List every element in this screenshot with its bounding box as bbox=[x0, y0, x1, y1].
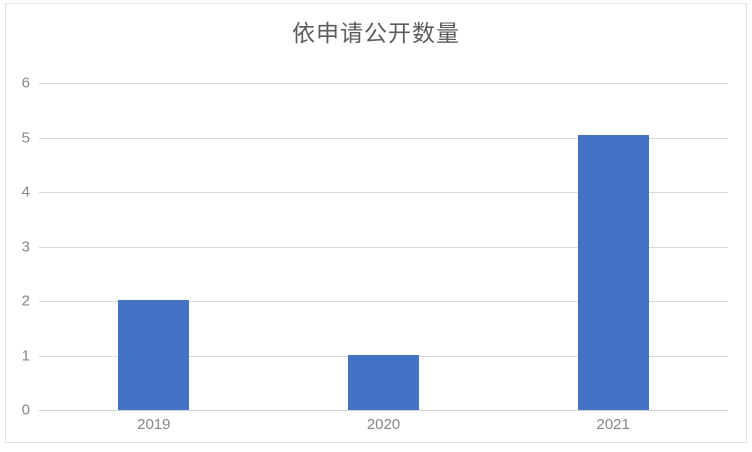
y-tick-label-3: 3 bbox=[21, 238, 30, 255]
bar-2019[interactable] bbox=[118, 300, 190, 410]
y-tick-label-1: 1 bbox=[21, 347, 30, 364]
bar-slot-2020 bbox=[269, 80, 499, 410]
gridline-4 bbox=[39, 192, 728, 193]
plot-area: 6 5 4 3 2 1 0 bbox=[22, 75, 728, 419]
x-tick-label-2019: 2019 bbox=[137, 416, 171, 433]
chart-title: 依申请公开数量 bbox=[292, 20, 460, 46]
y-tick-label-5: 5 bbox=[21, 129, 30, 146]
gridline-5 bbox=[39, 137, 728, 139]
y-tick-label-0: 0 bbox=[21, 401, 30, 419]
axis-line-x bbox=[39, 410, 728, 411]
gridline-6 bbox=[39, 83, 728, 84]
x-axis-labels: 2019 2020 2021 bbox=[39, 416, 728, 433]
chart-container: 依申请公开数量 6 5 4 3 2 1 0 2019 bbox=[5, 3, 747, 443]
bar-2020[interactable] bbox=[347, 355, 420, 410]
y-tick-label-4: 4 bbox=[21, 183, 30, 201]
y-tick-label-6: 6 bbox=[21, 74, 30, 92]
x-tick-label-2021: 2021 bbox=[596, 416, 630, 433]
bar-slot-2021 bbox=[498, 80, 728, 410]
bar-series bbox=[39, 80, 728, 410]
gridline-2 bbox=[39, 301, 728, 302]
bar-slot-2019 bbox=[39, 80, 269, 410]
bar-2021[interactable] bbox=[577, 135, 649, 410]
y-tick-label-2: 2 bbox=[21, 292, 30, 310]
gridline-3 bbox=[39, 246, 728, 248]
x-tick-label-2020: 2020 bbox=[366, 416, 401, 433]
